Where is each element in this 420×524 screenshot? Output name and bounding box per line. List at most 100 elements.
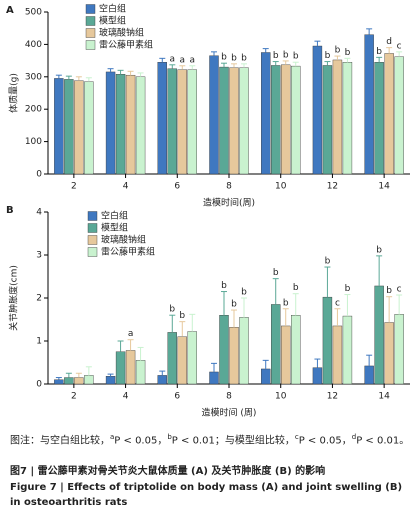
- bar: [84, 375, 94, 385]
- bar: [229, 67, 239, 175]
- caption-title-en: Figure 7 | Effects of triptolide on body…: [10, 482, 403, 508]
- bar: [322, 296, 333, 385]
- error-bar: [272, 278, 279, 305]
- bar: [167, 68, 177, 175]
- significance-label: a: [190, 55, 196, 65]
- legend-label: 模型组: [99, 15, 126, 27]
- error-bar: [179, 65, 186, 70]
- error-bar: [386, 47, 393, 54]
- error-bar: [189, 65, 196, 70]
- error-bar: [65, 372, 72, 378]
- significance-label: b: [283, 50, 289, 60]
- error-bar: [344, 294, 351, 317]
- error-bar: [241, 63, 247, 68]
- significance-label: b: [241, 288, 247, 298]
- x-tick-label: 14: [378, 392, 390, 402]
- bar: [394, 56, 404, 175]
- bar: [219, 66, 229, 175]
- error-bar: [386, 296, 393, 323]
- error-bar: [189, 313, 196, 332]
- legend-label: 玻璃酸钠组: [101, 234, 146, 246]
- legend-swatch: [87, 211, 98, 221]
- error-bar: [159, 370, 166, 376]
- significance-label: b: [345, 48, 351, 58]
- error-bar: [169, 64, 176, 69]
- x-tick-label: 4: [123, 392, 129, 402]
- y-tick-label: 0: [36, 170, 42, 180]
- x-tick-label: 12: [327, 392, 338, 402]
- error-bar: [55, 377, 62, 380]
- error-bar: [211, 51, 217, 56]
- bar: [384, 322, 394, 385]
- error-bar: [292, 61, 299, 67]
- legend-swatch: [87, 247, 98, 257]
- significance-label: b: [273, 51, 279, 61]
- error-bar: [65, 75, 72, 80]
- significance-label: b: [273, 268, 279, 278]
- bar: [157, 62, 167, 175]
- bar: [135, 76, 146, 175]
- legend-swatch: [85, 4, 96, 14]
- y-tick-label: 100: [25, 137, 42, 147]
- error-bar: [314, 40, 321, 47]
- bar: [84, 81, 94, 175]
- bar: [322, 65, 333, 175]
- y-tick-label: 200: [25, 105, 42, 115]
- bar: [291, 315, 301, 385]
- error-bar: [137, 72, 144, 77]
- bar: [394, 314, 404, 385]
- error-bar: [324, 61, 331, 66]
- legend-label: 玻璃酸钠组: [99, 27, 144, 39]
- note-text: P < 0.05，: [114, 435, 168, 447]
- bar: [312, 367, 323, 385]
- significance-label: b: [283, 298, 289, 308]
- error-bar: [221, 291, 227, 316]
- error-bar: [262, 48, 269, 53]
- bar: [291, 65, 301, 175]
- error-bar: [314, 358, 321, 368]
- bar: [261, 368, 271, 385]
- error-bar: [241, 297, 247, 318]
- bar: [209, 371, 219, 385]
- error-bar: [282, 308, 289, 326]
- panel-label: A: [6, 5, 14, 16]
- error-bar: [107, 68, 114, 72]
- error-bar: [75, 372, 82, 378]
- bar: [239, 67, 249, 175]
- bar: [229, 327, 239, 385]
- significance-label: b: [231, 300, 237, 310]
- note-text: 图注：与空白组比较，: [10, 435, 110, 447]
- y-tick-label: 300: [25, 72, 42, 82]
- significance-label: b: [241, 53, 247, 63]
- bar: [74, 80, 84, 175]
- error-bar: [344, 57, 351, 63]
- significance-label: a: [180, 55, 186, 65]
- bar: [271, 304, 281, 385]
- error-bar: [396, 51, 403, 57]
- x-axis-label: 造模时间 (周): [202, 407, 257, 419]
- bar: [157, 375, 167, 385]
- x-tick-label: 2: [71, 182, 77, 192]
- note-marker: a: [110, 433, 115, 441]
- bar: [364, 365, 374, 385]
- legend-swatch: [85, 28, 96, 38]
- bar: [374, 62, 384, 175]
- bar: [332, 59, 343, 175]
- error-bar: [334, 308, 341, 326]
- bar: [384, 53, 394, 175]
- significance-label: b: [335, 46, 341, 56]
- significance-label: b: [179, 311, 185, 321]
- significance-label: b: [376, 47, 382, 57]
- bar: [64, 377, 74, 385]
- significance-label: c: [397, 41, 402, 51]
- error-bar: [55, 74, 62, 79]
- bar: [177, 69, 187, 175]
- error-bar: [221, 62, 227, 68]
- bar: [374, 285, 384, 385]
- error-bar: [117, 340, 124, 352]
- error-bar: [324, 266, 331, 298]
- significance-label: b: [345, 284, 351, 294]
- caption-title-cn: 图7 | 雷公藤甲素对骨关节炎大鼠体质量 (A) 及关节肿胀度 (B) 的影响: [10, 466, 326, 477]
- error-bar: [376, 255, 383, 286]
